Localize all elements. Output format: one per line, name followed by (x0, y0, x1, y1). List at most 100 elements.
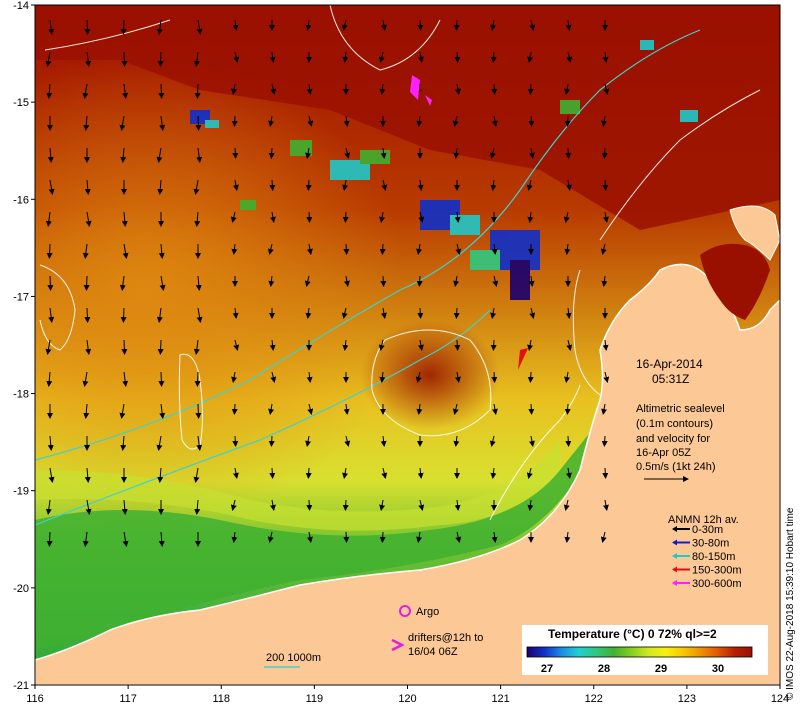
velocity-arrow (306, 371, 313, 383)
colorbar-scale (526, 646, 753, 658)
y-tick-label: -16 (13, 194, 29, 206)
velocity-arrow (565, 179, 572, 191)
velocity-arrow (82, 531, 89, 547)
velocity-arrow (48, 179, 55, 195)
colorbar-tick: 29 (655, 663, 667, 675)
velocity-arrow (601, 147, 608, 159)
velocity-arrow (490, 307, 497, 319)
time-label: 05:31Z (652, 372, 689, 386)
velocity-arrow (268, 435, 275, 447)
velocity-arrow (417, 467, 424, 479)
velocity-arrow (490, 179, 497, 191)
velocity-arrow (85, 51, 92, 67)
velocity-arrow (381, 179, 388, 191)
velocity-arrow (564, 403, 571, 415)
velocity-arrow (453, 307, 460, 319)
velocity-arrow (602, 499, 609, 511)
velocity-arrow (232, 147, 239, 159)
velocity-arrow (121, 339, 128, 355)
velocity-arrow (381, 467, 388, 479)
velocity-arrow (563, 499, 570, 511)
velocity-arrow (194, 83, 201, 99)
velocity-arrow (378, 339, 385, 351)
velocity-arrows (45, 19, 610, 547)
velocity-arrow (491, 83, 498, 95)
velocity-arrow (122, 531, 129, 547)
velocity-arrow (342, 211, 349, 223)
isobath-200m (34, 309, 491, 526)
velocity-arrow (305, 435, 312, 447)
velocity-arrow (230, 211, 237, 223)
argo-legend: Argo (399, 605, 439, 618)
x-axis: 116 117 118 119 120 121 122 123 124 (26, 685, 789, 705)
velocity-arrow (417, 307, 424, 319)
velocity-arrow (454, 371, 461, 383)
velocity-arrow (564, 83, 571, 95)
anmn-label: 300-600m (692, 578, 742, 590)
velocity-arrow (232, 19, 239, 31)
velocity-arrow (453, 275, 460, 287)
anmn-label: 30-80m (692, 538, 729, 550)
mooring-marker (425, 95, 432, 106)
velocity-arrow (526, 467, 533, 479)
velocity-arrow (378, 51, 385, 63)
x-tick-label: 120 (398, 693, 416, 705)
velocity-arrow (417, 339, 424, 351)
velocity-arrow (602, 211, 609, 223)
velocity-arrow (452, 115, 459, 127)
colorbar-tick: 27 (541, 663, 553, 675)
velocity-arrow (232, 467, 239, 479)
velocity-arrow (602, 467, 609, 479)
velocity-arrow (121, 499, 128, 515)
velocity-arrow (195, 275, 202, 291)
velocity-arrow (85, 339, 92, 355)
velocity-arrow (526, 179, 533, 191)
velocity-arrow (268, 115, 275, 127)
y-tick-label: -15 (13, 97, 29, 109)
velocity-arrow (46, 243, 53, 259)
velocity-arrow (156, 147, 163, 163)
velocity-arrow (232, 435, 239, 447)
anmn-legend-item: 150-300m (672, 565, 742, 577)
velocity-arrow (415, 371, 422, 383)
velocity-arrow (233, 339, 240, 351)
velocity-arrow (344, 147, 351, 159)
velocity-arrow (565, 147, 572, 159)
credit-text: © IMOS 22-Aug-2018 15:39:10 Hobart time (785, 507, 796, 700)
velocity-arrow (82, 371, 89, 387)
velocity-arrow (601, 403, 608, 415)
velocity-arrow (342, 467, 349, 479)
velocity-arrow (48, 307, 55, 323)
velocity-arrow (491, 115, 498, 127)
velocity-arrow (453, 435, 460, 447)
velocity-arrow (342, 339, 349, 351)
velocity-arrow (269, 51, 276, 63)
velocity-arrow (305, 179, 312, 191)
velocity-arrow (47, 147, 54, 163)
velocity-arrow (601, 435, 608, 447)
velocity-arrow (158, 371, 165, 387)
velocity-arrow (380, 435, 387, 447)
velocity-arrow (46, 531, 53, 547)
velocity-arrow (231, 403, 238, 415)
velocity-arrow (455, 243, 462, 255)
velocity-arrow (48, 467, 55, 483)
x-tick-label: 123 (678, 693, 696, 705)
velocity-arrow (342, 179, 349, 191)
velocity-arrow (343, 275, 350, 287)
velocity-arrow (343, 531, 350, 543)
velocity-arrow (231, 83, 238, 95)
velocity-arrow (490, 467, 497, 479)
velocity-arrow (120, 307, 127, 323)
velocity-arrow (196, 19, 203, 35)
anmn-label: 0-30m (692, 524, 723, 536)
mooring-marker (518, 348, 528, 370)
velocity-arrow (85, 499, 92, 515)
velocity-arrow (489, 435, 496, 447)
velocity-arrow (379, 531, 386, 543)
velocity-arrow (269, 339, 276, 351)
velocity-arrow (82, 83, 89, 99)
drifter-marker (391, 638, 405, 652)
velocity-arrow (159, 275, 166, 291)
sealevel-note: Altimetric sealevel (0.1m contours) and … (636, 403, 725, 482)
